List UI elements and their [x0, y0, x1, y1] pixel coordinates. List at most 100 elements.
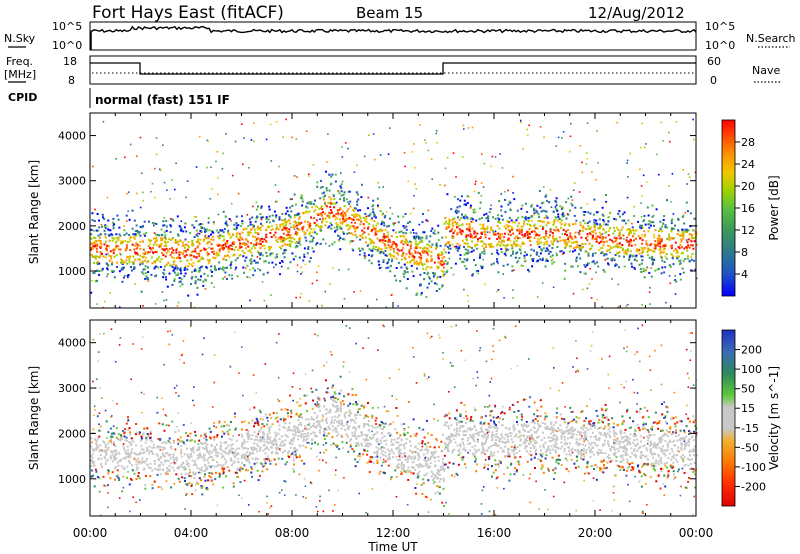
velocity-cell	[256, 461, 259, 464]
power-cell	[319, 243, 321, 245]
power-cell	[325, 220, 328, 223]
power-cell	[271, 261, 274, 264]
power-cell	[259, 229, 262, 232]
power-cell	[339, 237, 342, 239]
power-cell	[501, 218, 504, 221]
power-cell	[363, 252, 366, 255]
velocity-cell	[639, 407, 642, 410]
power-cell	[253, 140, 255, 143]
power-cell	[573, 214, 576, 217]
velocity-cell	[142, 468, 145, 471]
power-cell	[106, 267, 109, 270]
velocity-cell	[684, 445, 687, 448]
velocity-cell	[625, 450, 628, 453]
velocity-cell	[233, 452, 236, 455]
power-cell	[148, 238, 150, 241]
power-cell	[291, 204, 294, 207]
power-cell	[208, 246, 210, 249]
power-cell	[460, 233, 463, 236]
power-cell	[516, 229, 519, 231]
power-cell	[320, 225, 323, 228]
power-cell	[343, 218, 346, 221]
velocity-cell	[275, 433, 278, 436]
power-cell	[385, 306, 388, 308]
velocity-cell	[406, 461, 409, 463]
velocity-cell	[376, 437, 379, 440]
power-cell	[691, 252, 694, 255]
power-cell	[229, 244, 232, 247]
power-cell	[690, 255, 693, 258]
power-cell	[337, 190, 339, 192]
power-cell	[185, 196, 187, 199]
power-cell	[165, 244, 168, 247]
power-cell	[393, 251, 396, 254]
power-cell	[372, 211, 375, 213]
power-cell	[353, 215, 356, 218]
power-cell	[527, 231, 530, 234]
power-cell	[187, 244, 189, 247]
velocity-cell	[600, 460, 602, 463]
power-cell	[288, 237, 291, 240]
power-cell	[570, 265, 573, 268]
power-cell	[587, 227, 590, 230]
velocity-cell	[130, 450, 133, 453]
power-cell	[285, 224, 288, 227]
power-cell	[207, 217, 210, 220]
power-cell	[492, 231, 494, 233]
power-cell	[612, 257, 615, 260]
velocity-cell	[105, 444, 108, 447]
velocity-cell	[667, 473, 670, 476]
velocity-cell	[425, 462, 427, 465]
power-cell	[537, 242, 540, 245]
power-cell	[545, 260, 547, 262]
power-cell	[364, 241, 367, 244]
power-cell	[164, 265, 166, 268]
power-cell	[173, 257, 176, 260]
power-cell	[158, 234, 161, 237]
power-cell	[607, 244, 610, 247]
power-cell	[218, 261, 221, 264]
power-cell	[585, 152, 588, 154]
velocity-cell	[234, 450, 237, 453]
velocity-cell	[365, 435, 368, 437]
power-cell	[570, 122, 572, 125]
power-cell	[651, 215, 654, 218]
power-cell	[441, 284, 444, 287]
velocity-cell	[558, 429, 561, 432]
power-cell	[228, 274, 231, 277]
power-cell	[536, 204, 539, 207]
power-cell	[259, 240, 262, 242]
power-cell	[139, 263, 142, 266]
velocity-cell	[259, 437, 262, 440]
power-cell	[494, 156, 497, 158]
power-cell	[281, 260, 284, 263]
power-cell	[130, 266, 132, 268]
power-cell	[647, 249, 650, 252]
power-cell	[413, 143, 415, 145]
power-cell	[121, 280, 124, 283]
velocity-cell	[603, 458, 605, 461]
power-cell	[108, 259, 111, 262]
power-cell	[440, 260, 443, 262]
power-cell	[143, 233, 146, 236]
power-cell	[300, 194, 303, 196]
power-cell	[561, 137, 563, 139]
velocity-cell	[96, 476, 99, 479]
power-cell	[259, 213, 262, 215]
power-cell	[275, 214, 278, 217]
power-cell	[485, 212, 488, 215]
power-cell	[180, 220, 183, 222]
power-cell	[564, 242, 567, 245]
power-cell	[419, 246, 422, 249]
velocity-cell	[501, 440, 504, 443]
velocity-cell	[584, 431, 587, 434]
power-cell	[646, 181, 648, 183]
colorbar-tick-label: 16	[741, 202, 755, 215]
power-cell	[303, 253, 306, 256]
power-cell	[370, 255, 373, 258]
power-cell	[227, 250, 230, 253]
power-cell	[117, 218, 120, 221]
power-cell	[164, 255, 167, 258]
power-cell	[162, 220, 165, 223]
power-cell	[420, 239, 423, 242]
